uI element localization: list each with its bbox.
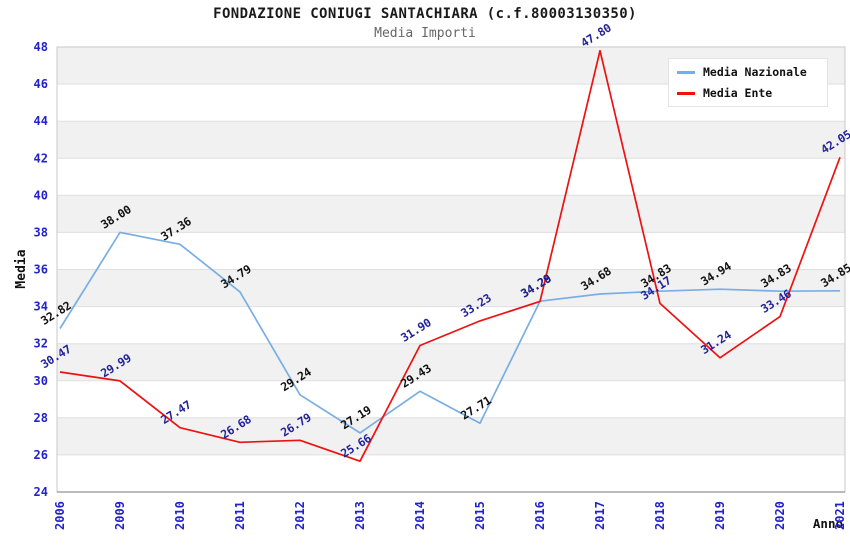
x-tick-label: 2012 bbox=[293, 501, 307, 530]
y-tick-label: 34 bbox=[34, 300, 48, 314]
legend-item-media-ente: Media Ente bbox=[677, 86, 819, 100]
y-tick-label: 30 bbox=[34, 374, 48, 388]
legend-label: Media Ente bbox=[703, 86, 773, 100]
y-axis-title: Media bbox=[14, 249, 29, 288]
x-tick-label: 2009 bbox=[113, 501, 127, 530]
y-tick-label: 38 bbox=[34, 225, 48, 239]
x-tick-label: 2006 bbox=[53, 501, 67, 530]
x-tick-label: 2017 bbox=[593, 501, 607, 530]
x-tick-label: 2013 bbox=[353, 501, 367, 530]
chart-subtitle: Media Importi bbox=[374, 26, 476, 41]
x-tick-label: 2015 bbox=[473, 501, 487, 530]
plot-band bbox=[57, 121, 845, 159]
plot-band bbox=[57, 417, 845, 455]
x-tick-label: 2010 bbox=[173, 501, 187, 530]
plot-band bbox=[57, 343, 845, 381]
legend-item-media-nazionale: Media Nazionale bbox=[677, 65, 819, 79]
point-label: 31.90 bbox=[398, 315, 434, 345]
x-tick-label: 2014 bbox=[413, 501, 427, 530]
y-tick-label: 44 bbox=[34, 114, 48, 128]
y-tick-label: 24 bbox=[34, 485, 48, 499]
plot-band bbox=[57, 195, 845, 233]
x-tick-label: 2018 bbox=[653, 501, 667, 530]
legend: Media Nazionale Media Ente bbox=[668, 58, 828, 107]
y-tick-label: 36 bbox=[34, 263, 48, 277]
x-tick-label: 2021 bbox=[833, 501, 847, 530]
legend-line-icon bbox=[677, 70, 695, 74]
plot-band bbox=[57, 269, 845, 307]
x-tick-label: 2011 bbox=[233, 501, 247, 530]
legend-line-icon bbox=[677, 91, 695, 95]
legend-label: Media Nazionale bbox=[703, 65, 807, 79]
y-tick-label: 26 bbox=[34, 448, 48, 462]
series-line-media-nazionale bbox=[59, 231, 841, 434]
chart-title: FONDAZIONE CONIUGI SANTACHIARA (c.f.8000… bbox=[213, 6, 637, 22]
y-tick-label: 28 bbox=[34, 411, 48, 425]
x-axis-title: Anno bbox=[813, 516, 843, 531]
series-line-media-ente bbox=[59, 49, 841, 463]
x-tick-label: 2020 bbox=[773, 501, 787, 530]
x-tick-label: 2019 bbox=[713, 501, 727, 530]
y-tick-label: 32 bbox=[34, 337, 48, 351]
y-tick-label: 42 bbox=[34, 151, 48, 165]
x-tick-label: 2016 bbox=[533, 501, 547, 530]
y-tick-label: 48 bbox=[34, 40, 48, 54]
y-tick-label: 40 bbox=[34, 188, 48, 202]
y-tick-label: 46 bbox=[34, 77, 48, 91]
